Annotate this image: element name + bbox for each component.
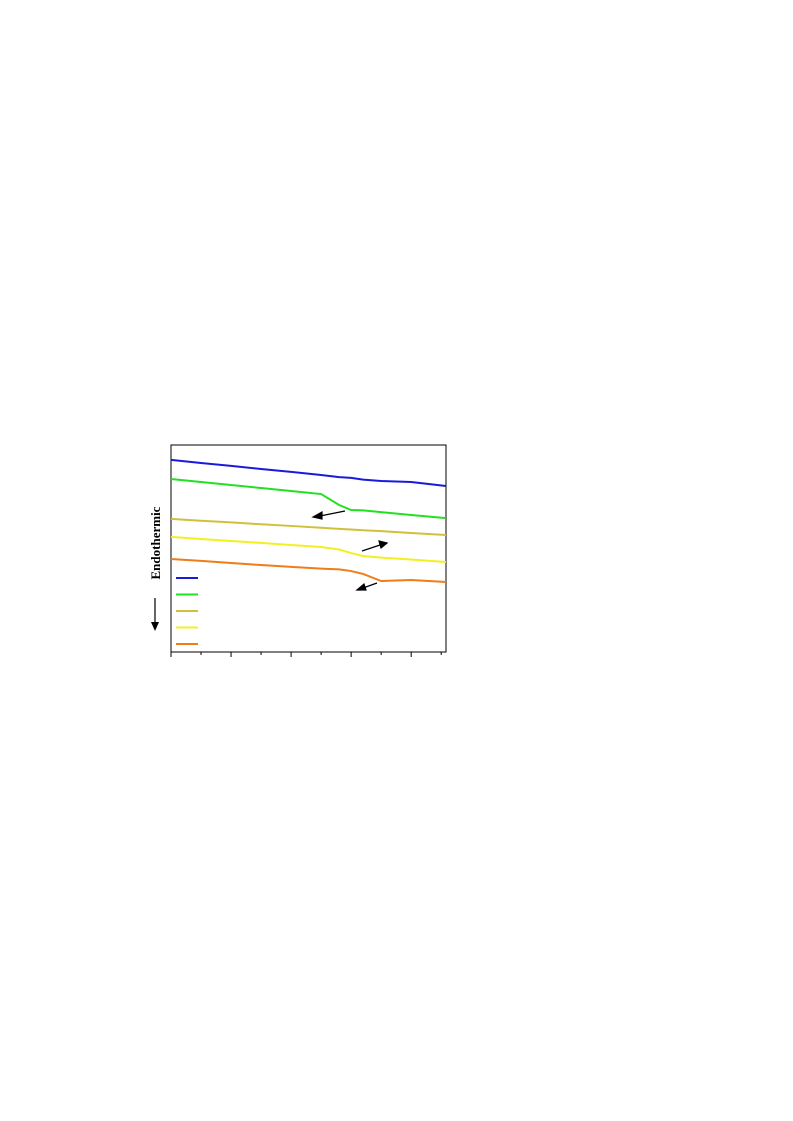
plot-frame <box>170 444 447 653</box>
series-line <box>170 477 447 520</box>
y-axis-label: Endothermic <box>148 506 163 579</box>
series-line <box>170 558 447 584</box>
annotation-arrows <box>311 510 389 591</box>
series-line <box>170 535 447 563</box>
series-line <box>170 458 447 487</box>
series-line <box>170 517 447 537</box>
y-arrow <box>151 598 159 631</box>
